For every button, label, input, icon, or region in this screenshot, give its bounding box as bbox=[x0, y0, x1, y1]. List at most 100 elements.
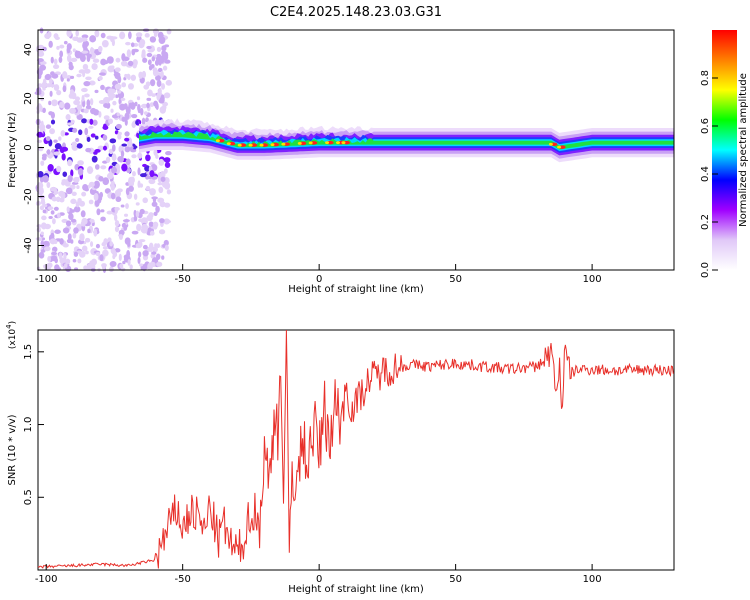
spectrogram-scatter-point bbox=[63, 132, 69, 136]
spectrogram-scatter-point bbox=[109, 261, 117, 267]
spectrogram-scatter-point bbox=[130, 42, 135, 48]
spectrogram-scatter-point bbox=[81, 34, 89, 39]
spectrogram-scatter-point bbox=[136, 96, 141, 101]
spectrogram-scatter-point bbox=[92, 119, 98, 126]
spectrogram-scatter-point bbox=[66, 239, 72, 244]
spectrogram-scatter-point bbox=[71, 141, 78, 148]
spectrogram-scatter-point bbox=[157, 31, 164, 39]
spectrogram-scatter-point bbox=[142, 250, 149, 257]
spectrogram-scatter-point bbox=[128, 31, 132, 40]
spectrogram-scatter-point bbox=[155, 205, 160, 213]
spectrogram-scatter-point bbox=[56, 212, 61, 219]
spectrogram-scatter-point bbox=[149, 36, 157, 43]
spectrogram-scatter-point bbox=[89, 218, 95, 224]
spectrogram-scatter-point bbox=[146, 97, 152, 101]
spectrogram-scatter-point bbox=[114, 220, 120, 227]
spectrogram-scatter-point bbox=[98, 175, 104, 182]
spectrogram-scatter-point bbox=[161, 104, 167, 111]
spectrogram-scatter-point bbox=[117, 89, 122, 94]
spectrogram-scatter-point bbox=[153, 211, 158, 216]
spectrogram-scatter-point bbox=[83, 265, 88, 271]
spectrogram-scatter-point bbox=[111, 144, 116, 152]
spectrogram-scatter-point bbox=[151, 56, 156, 62]
spectrogram-scatter-point bbox=[163, 92, 171, 99]
spectrogram-scatter-point bbox=[85, 105, 92, 110]
spectrogram-scatter-point bbox=[47, 256, 52, 262]
spectrogram-scatter-point bbox=[121, 116, 126, 122]
spectrogram-scatter-point bbox=[107, 90, 114, 98]
spectrogram-scatter-point bbox=[81, 87, 88, 93]
spectrogram-peak-halo bbox=[259, 143, 264, 147]
spectrogram-scatter-point bbox=[149, 188, 156, 196]
spectrogram-scatter-point bbox=[149, 170, 155, 178]
spectrogram-scatter-point bbox=[58, 56, 63, 63]
spectrogram-scatter-point bbox=[121, 53, 126, 62]
spectrogram-scatter-point bbox=[122, 219, 130, 223]
spectrogram-scatter-point bbox=[36, 104, 43, 112]
spectrogram-scatter-point bbox=[96, 208, 101, 216]
spectrogram-scatter-point bbox=[118, 229, 125, 236]
spectrogram-scatter-point bbox=[166, 189, 172, 195]
spectrogram-scatter-point bbox=[151, 251, 157, 255]
spectrogram-scatter-point bbox=[68, 212, 74, 221]
spectrogram-scatter-point bbox=[149, 102, 155, 107]
spectrogram-scatter-point bbox=[124, 112, 130, 120]
spectrogram-scatter-point bbox=[137, 180, 141, 188]
spectrogram-scatter-point bbox=[98, 75, 103, 81]
spectrogram-scatter-point bbox=[86, 136, 91, 143]
spectrogram-scatter-point bbox=[125, 158, 131, 165]
spectrogram-scatter-point bbox=[36, 227, 41, 233]
spectrogram-scatter-point bbox=[160, 94, 165, 103]
spectrogram-scatter-point bbox=[53, 58, 58, 65]
spectrogram-y-ticks: 40 20 0 -20 -40 bbox=[23, 43, 44, 254]
spectrogram-scatter-point bbox=[119, 103, 126, 111]
spectrogram-scatter-point bbox=[153, 100, 159, 107]
spectrogram-peak-halo bbox=[325, 141, 330, 145]
spectrogram-scatter-point bbox=[81, 245, 88, 252]
spectrogram-scatter-point bbox=[70, 169, 74, 177]
spectrogram-scatter-point bbox=[48, 139, 53, 147]
spectrogram-scatter-point bbox=[72, 127, 78, 133]
spectrogram-scatter-point bbox=[110, 108, 114, 113]
spectrogram-scatter-point bbox=[136, 223, 142, 232]
spectrogram-scatter-point bbox=[155, 253, 161, 260]
spectrogram-scatter-point bbox=[62, 227, 70, 234]
spectrogram-scatter-point bbox=[113, 213, 118, 222]
spectrogram-scatter-point bbox=[101, 265, 106, 270]
spectrogram-scatter-point bbox=[125, 203, 129, 210]
spectrogram-scatter-point bbox=[70, 218, 77, 223]
spectrogram-scatter-point bbox=[49, 84, 56, 88]
spectrogram-scatter-point bbox=[164, 59, 171, 64]
spectrogram-scatter-point bbox=[94, 199, 100, 207]
spectrogram-scatter-point bbox=[142, 244, 148, 250]
spectrogram-scatter-point bbox=[88, 199, 94, 205]
spectrogram-scatter-point bbox=[127, 140, 133, 148]
snr-x-tick-label: 0 bbox=[316, 574, 322, 585]
spectrogram-scatter-point bbox=[98, 111, 102, 118]
spectrogram-scatter-point bbox=[43, 246, 51, 252]
snr-y-multiplier: (x104) bbox=[5, 321, 18, 349]
spectrogram-scatter-point bbox=[135, 242, 143, 249]
spectrogram-scatter-point bbox=[49, 128, 55, 135]
spectrogram-scatter-point bbox=[54, 264, 60, 271]
spectrogram-scatter-point bbox=[127, 258, 131, 266]
spectrogram-scatter-point bbox=[52, 64, 60, 70]
spectrogram-scatter-point bbox=[166, 28, 172, 35]
spectrogram-scatter-point bbox=[143, 84, 150, 90]
spectrogram-scatter-point bbox=[157, 182, 163, 186]
snr-x-label: Height of straight line (km) bbox=[288, 584, 424, 595]
spectrogram-scatter-point bbox=[128, 185, 134, 192]
spectrogram-scatter-point bbox=[159, 218, 165, 224]
spectrogram-scatter-point bbox=[50, 255, 58, 262]
spectrogram-scatter-point bbox=[95, 243, 100, 249]
spectrogram-scatter-point bbox=[50, 210, 55, 215]
spectrogram-scatter-point bbox=[63, 40, 68, 45]
spectrogram-scatter-point bbox=[40, 120, 44, 129]
spectrogram-scatter-point bbox=[102, 145, 108, 151]
spectrogram-scatter-point bbox=[78, 129, 83, 136]
spectrogram-scatter-point bbox=[79, 233, 85, 242]
spectrogram-scatter-point bbox=[51, 196, 58, 202]
spectrogram-scatter-point bbox=[152, 246, 158, 253]
spectrogram-scatter-point bbox=[90, 47, 95, 52]
spectrogram-scatter-point bbox=[66, 54, 72, 63]
